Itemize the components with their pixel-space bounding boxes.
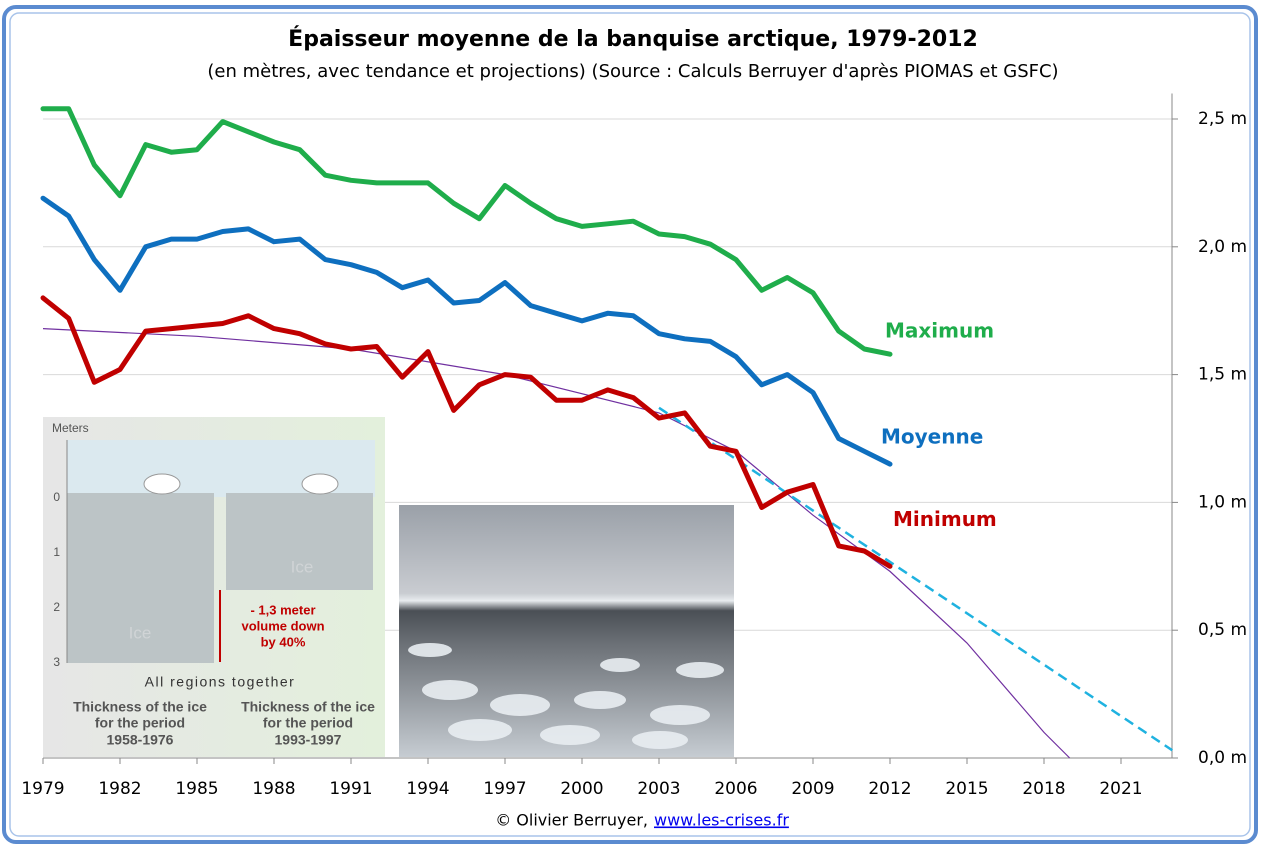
inset-tick: 2 xyxy=(53,600,60,614)
ice-label: Ice xyxy=(129,623,152,642)
x-tick-label: 1979 xyxy=(21,779,64,799)
chart-title: Épaisseur moyenne de la banquise arctiqu… xyxy=(288,26,978,52)
inset-caption: All regions together xyxy=(145,674,296,690)
inset-tick: 0 xyxy=(53,490,60,504)
chart-subtitle: (en mètres, avec tendance et projections… xyxy=(207,61,1058,82)
inset-period: for the period xyxy=(263,715,353,731)
inset-tick: 3 xyxy=(53,655,60,669)
x-tick-label: 2012 xyxy=(868,779,911,799)
ice-block xyxy=(67,493,214,663)
inset-period: Thickness of the ice xyxy=(241,699,375,715)
inset-period: 1958-1976 xyxy=(107,732,174,748)
inset-annotation: by 40% xyxy=(261,634,306,649)
x-tick-label: 1988 xyxy=(252,779,295,799)
inset-illustration: Meters 0 1 2 3 Ice Ice - 1,3 meter volum… xyxy=(43,417,385,757)
link-text[interactable]: www.les-crises.fr xyxy=(654,811,789,830)
bear xyxy=(301,473,339,495)
x-tick-label: 1982 xyxy=(98,779,141,799)
x-tick-label: 2015 xyxy=(945,779,988,799)
y-tick-label: 2,5 m xyxy=(1198,109,1247,129)
legend-label: Moyenne xyxy=(881,425,983,449)
x-tick-label: 2006 xyxy=(714,779,757,799)
inset-tick: 1 xyxy=(53,545,60,559)
series-line xyxy=(40,295,893,569)
footer: © Olivier Berruyer, www.les-crises.fr xyxy=(495,811,789,830)
y-tick-label: 1,5 m xyxy=(1198,365,1247,385)
y-tick-label: 0,5 m xyxy=(1198,620,1247,640)
ice-floes xyxy=(408,643,724,749)
x-tick-label: 1991 xyxy=(329,779,372,799)
inset-period: for the period xyxy=(95,715,185,731)
bear xyxy=(143,473,181,495)
frame-inner xyxy=(9,12,1251,837)
y-tick-label: 0,0 m xyxy=(1198,748,1247,768)
x-tick-label: 2018 xyxy=(1022,779,1065,799)
inset-period: Thickness of the ice xyxy=(73,699,207,715)
x-tick-label: 1997 xyxy=(483,779,526,799)
legend-label: Minimum xyxy=(893,507,997,531)
x-tick-label: 2021 xyxy=(1099,779,1142,799)
ice-block xyxy=(226,493,373,590)
x-tick-label: 2000 xyxy=(560,779,603,799)
inset-annotation: - 1,3 meter xyxy=(250,602,315,617)
series-line xyxy=(40,195,893,467)
y-tick-label: 1,0 m xyxy=(1198,492,1247,512)
x-tick-label: 2003 xyxy=(637,779,680,799)
ice-label: Ice xyxy=(291,557,314,576)
legend-label: Maximum xyxy=(885,319,994,343)
y-tick-label: 2,0 m xyxy=(1198,237,1247,257)
link[interactable]: www.les-crises.fr xyxy=(654,811,789,830)
series-line xyxy=(40,106,893,357)
x-tick-label: 1985 xyxy=(175,779,218,799)
inset-label: Meters xyxy=(52,421,89,435)
inset-annotation: volume down xyxy=(241,618,324,633)
inset-period: 1993-1997 xyxy=(275,732,342,748)
x-tick-label: 1994 xyxy=(406,779,449,799)
x-tick-label: 2009 xyxy=(791,779,834,799)
credit: © Olivier Berruyer, xyxy=(495,811,648,830)
